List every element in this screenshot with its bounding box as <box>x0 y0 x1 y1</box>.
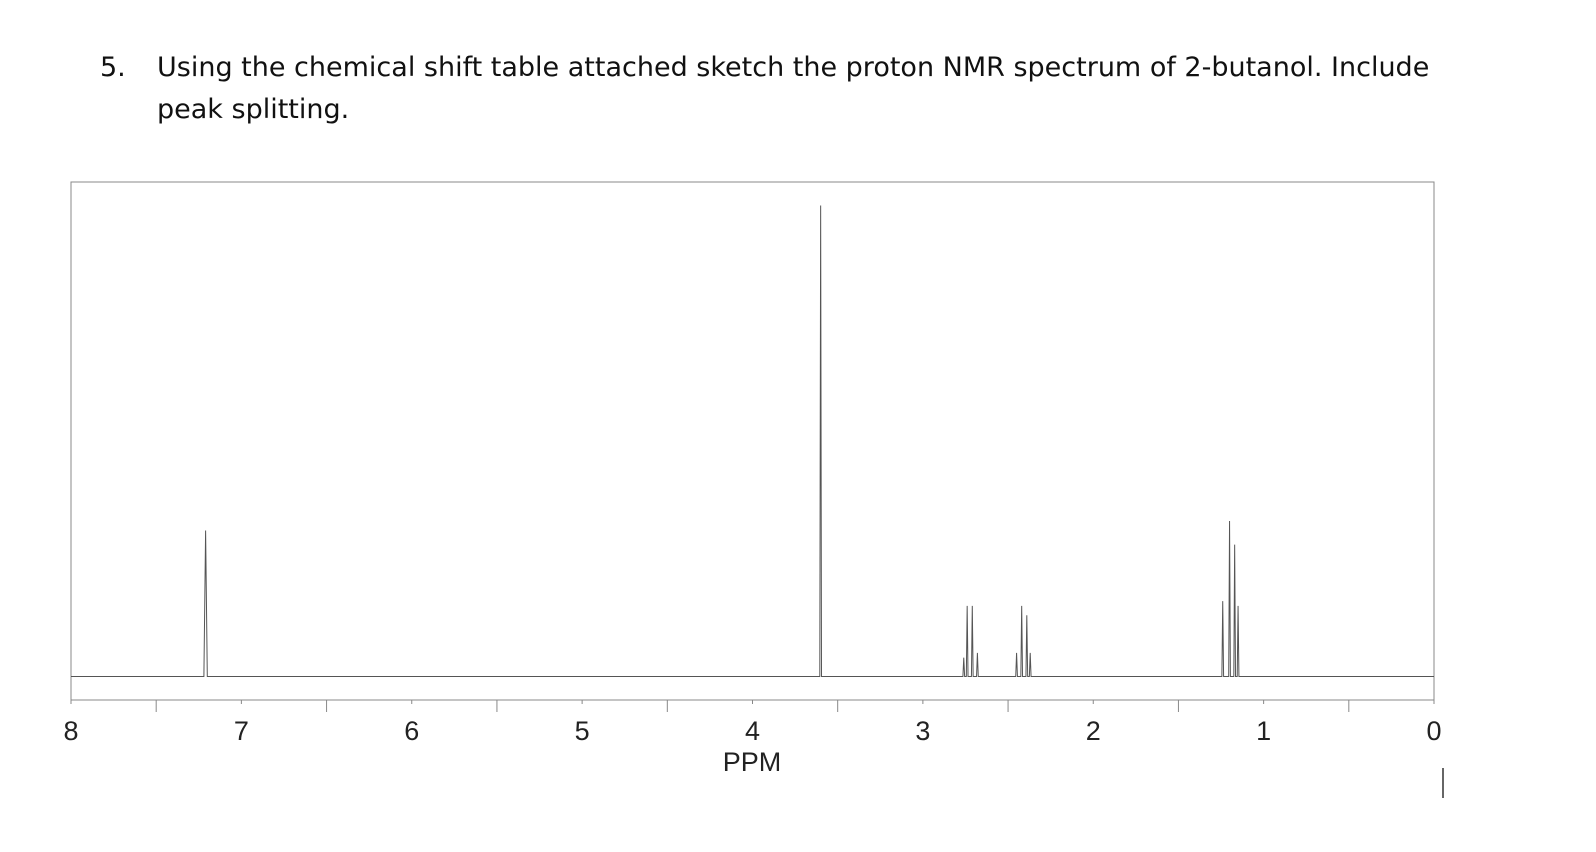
x-axis-label: PPM <box>723 747 782 777</box>
x-tick-label: 5 <box>575 716 590 746</box>
x-tick-label: 2 <box>1086 716 1101 746</box>
x-tick-label: 0 <box>1426 716 1441 746</box>
x-tick-label: 4 <box>745 716 760 746</box>
question-line: Using the chemical shift table attached … <box>157 52 1430 83</box>
x-tick-label: 7 <box>234 716 249 746</box>
question-number: 5. <box>100 52 126 83</box>
x-tick-label: 3 <box>915 716 930 746</box>
spectrum-line <box>71 205 1434 677</box>
question-line: peak splitting. <box>157 94 350 125</box>
x-tick-label: 6 <box>404 716 419 746</box>
plot-frame <box>70 181 1435 701</box>
x-tick-label: 1 <box>1256 716 1271 746</box>
x-tick-label: 8 <box>63 716 78 746</box>
